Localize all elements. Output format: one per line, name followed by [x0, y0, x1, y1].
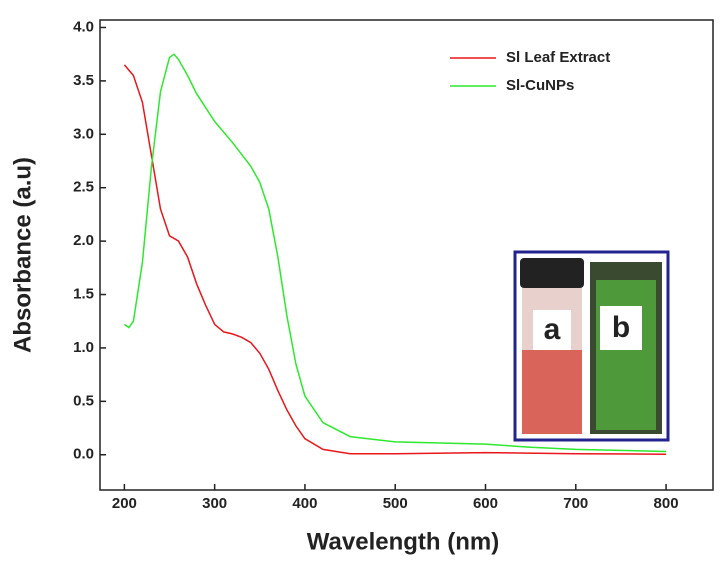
x-tick-label: 200	[112, 495, 137, 512]
plot-frame	[99, 19, 714, 491]
vial-cap	[520, 258, 584, 288]
y-tick-label: 3.5	[73, 72, 94, 89]
inset-label: b	[612, 311, 630, 344]
y-tick-label: 1.0	[73, 339, 94, 356]
y-tick-label: 2.5	[73, 179, 94, 196]
series-line	[123, 64, 667, 455]
x-tick-label: 300	[202, 495, 227, 512]
y-tick-label: 0.0	[73, 446, 94, 463]
label-box-b	[600, 306, 642, 350]
y-tick-label: 1.5	[73, 285, 94, 302]
x-tick-label: 700	[563, 495, 588, 512]
label-box-a	[533, 310, 571, 350]
y-axis-label: Absorbance (a.u)	[9, 157, 36, 353]
series-line	[123, 53, 667, 453]
inset-label: a	[544, 313, 561, 346]
vial-a-liquid	[522, 350, 582, 434]
vial-b-liquid	[596, 280, 656, 430]
x-axis-label: Wavelength (nm)	[307, 528, 499, 555]
legend-label: Sl-CuNPs	[506, 77, 574, 94]
x-tick-label: 500	[383, 495, 408, 512]
y-tick-label: 3.0	[73, 125, 94, 142]
x-tick-label: 600	[473, 495, 498, 512]
y-tick-label: 0.5	[73, 392, 94, 409]
inset-photo: a b	[513, 250, 670, 442]
y-tick-label: 4.0	[73, 18, 94, 35]
y-tick-label: 2.0	[73, 232, 94, 249]
x-tick-label: 800	[654, 495, 679, 512]
legend-label: Sl Leaf Extract	[506, 49, 610, 66]
x-tick-label: 400	[292, 495, 317, 512]
